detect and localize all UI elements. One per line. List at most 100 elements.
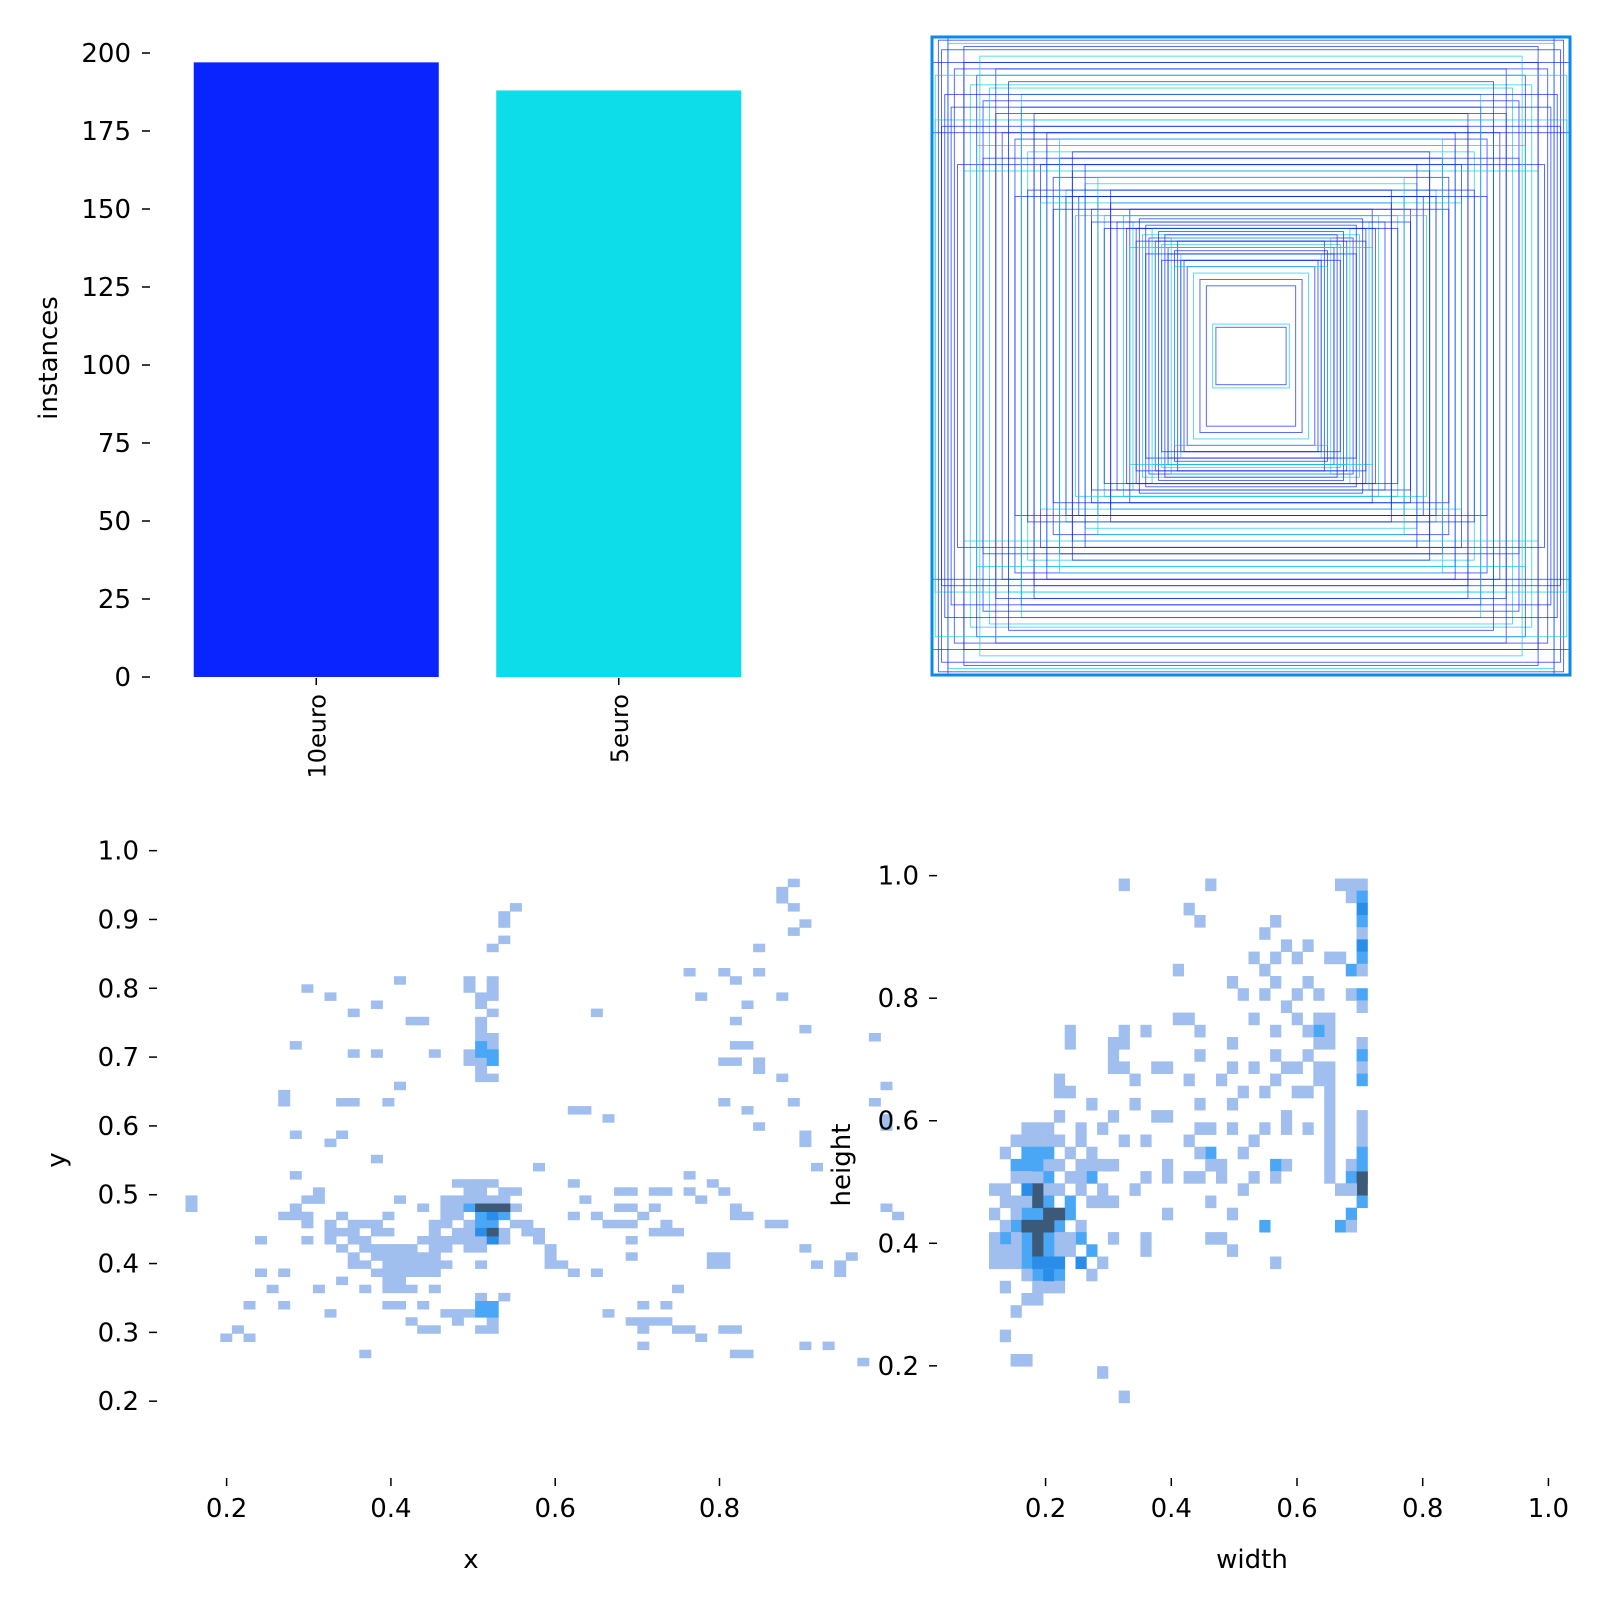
hist-cell [1032,1122,1044,1135]
hist-cell [787,903,800,912]
hist-cell [347,1252,360,1261]
hist-cell [590,1008,603,1018]
bar-chart-ylabel: instances [34,296,64,420]
hist-cell [417,1016,430,1026]
hist-cell [1010,1134,1022,1148]
hist-cell [463,984,476,993]
ytick-label: 0.4 [98,1250,139,1280]
hist-cell [1356,1073,1368,1087]
hist-cell [1183,902,1195,916]
hist-cell [1345,1219,1357,1233]
hist-cell [440,1219,453,1229]
hist-cell [1205,1195,1217,1209]
hist-cell [729,1057,742,1066]
hist-cell [1172,963,1184,977]
hist-cell [1064,1207,1076,1221]
hist-cell [359,1349,372,1359]
hist-cell [440,1309,453,1318]
hist-cell [1302,1122,1314,1135]
hist-cell [1032,1219,1044,1233]
hist-cell [289,1211,302,1221]
hist-cell [347,1008,360,1018]
hist-cell [1324,1085,1336,1099]
hist-cell [787,1098,800,1107]
hist-cell [989,1232,1001,1245]
hist-cell [278,1301,291,1310]
bounding-box [953,68,1549,644]
hist-cell [1021,1354,1033,1367]
hist-cell [1248,1134,1260,1148]
hist-cell [1335,1219,1347,1233]
hist-cell [486,1033,499,1042]
hist-cell [1324,1037,1336,1050]
hist-cell [1064,1171,1076,1184]
hist-cell [1097,1122,1109,1135]
hist-cell [1356,915,1368,928]
hist-cell [486,1301,499,1310]
hist-cell [1280,939,1293,952]
hist-cell [1107,1061,1120,1074]
hist-cell [1356,1110,1368,1123]
hist-cell [1053,1244,1066,1257]
hist-cell [1356,963,1368,977]
hist-cell [718,1187,731,1196]
hist-cell [1280,1061,1293,1074]
bounding-box [1129,208,1373,504]
hist-cell [533,1227,545,1237]
hist-cell [312,1284,325,1294]
hist-cell [1021,1268,1033,1282]
hist-cell [1237,1146,1249,1160]
hist-cell [1064,1232,1076,1245]
hist-cell [255,1268,267,1277]
hist-cell [1075,1158,1087,1172]
hist-cell [1043,1134,1055,1148]
hist-cell [1053,1268,1066,1282]
hist-cell [999,1146,1011,1160]
hist-cell [486,1325,499,1334]
hist-cell [1226,1244,1239,1257]
hist-cell [1010,1207,1022,1221]
hist-cell [1226,1122,1239,1135]
hist-cell [660,1301,673,1310]
hist-cell [1356,951,1368,965]
hist-cell [382,1260,395,1269]
hist-cell [753,1057,766,1066]
hist-cell [1032,1171,1044,1184]
hist-cell [567,1106,580,1115]
hist-cell [1162,1061,1174,1074]
ytick-label: 1.0 [98,837,139,867]
hist-cell [1021,1134,1033,1148]
hist-cell [811,1260,823,1269]
hist-cell [486,1008,499,1018]
hist-cell [463,1219,476,1229]
hist-cell [1356,927,1368,940]
hist-cell [440,1211,453,1221]
hist-cell [1270,1158,1282,1172]
hist-cell [475,1073,488,1083]
hist-cell [602,1114,615,1123]
hist-cell [1313,1012,1325,1026]
hist-cell [567,1179,580,1188]
hist-cell [1248,1171,1260,1184]
hist-cell [1043,1256,1055,1270]
hist-cell [1075,1219,1087,1233]
box-overlay-plot [930,35,1572,677]
bounding-box [1001,132,1501,580]
hist-cell [1237,988,1249,1001]
hist-cell [683,1187,696,1196]
hist-cell [428,1260,441,1269]
bounding-box [1103,227,1399,485]
hist-cell [741,1000,754,1009]
hist-cell [729,1325,742,1334]
hist-cell [486,1309,499,1318]
hist-cell [1140,1232,1152,1245]
hist-cell [463,1227,476,1237]
hist-cell [428,1049,441,1058]
hist-cell [625,1219,638,1229]
hist-cell [880,1122,893,1131]
hist-cell [683,1325,696,1334]
hist-cell [1259,1219,1271,1233]
hist-cell [989,1207,1001,1221]
hist-cell [1356,1000,1368,1013]
bounding-box [1193,272,1309,440]
